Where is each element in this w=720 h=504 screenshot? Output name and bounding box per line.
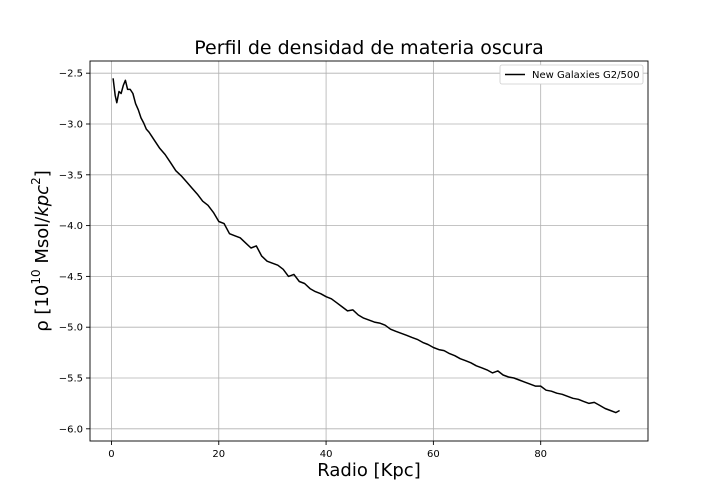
- y-axis: −2.5 −3.0 −3.5 −4.0 −4.5 −5.0 −5.5 −6.0: [59, 69, 90, 435]
- y-label-kpc: kpc: [32, 185, 53, 217]
- grid: [90, 61, 648, 441]
- x-axis-label: Radio [Kpc]: [317, 460, 420, 481]
- x-tick-label: 80: [534, 449, 547, 460]
- y-tick-label: −2.5: [59, 69, 83, 80]
- y-label-close: ]: [32, 170, 53, 177]
- y-tick-label: −3.0: [59, 119, 83, 130]
- x-tick-label: 20: [212, 449, 225, 460]
- plot-area-frame: [89, 60, 649, 442]
- chart-title: Perfil de densidad de materia oscura: [194, 37, 543, 59]
- series-layer: [112, 78, 620, 414]
- x-axis: 0 20 40 60 80: [108, 441, 547, 460]
- y-label-unit: Msol/: [32, 216, 53, 270]
- y-tick-label: −5.5: [59, 374, 83, 385]
- y-label-exp10: 10: [29, 269, 43, 284]
- y-axis-label: ρ [1010 Msol/kpc2]: [29, 170, 53, 332]
- x-tick-label: 40: [320, 449, 333, 460]
- x-tick-label: 0: [108, 449, 114, 460]
- y-tick-label: −4.5: [59, 272, 83, 283]
- y-tick-label: −4.0: [59, 221, 83, 232]
- y-tick-label: −6.0: [59, 424, 83, 435]
- legend-box: [499, 64, 644, 85]
- y-tick-label: −3.5: [59, 170, 83, 181]
- series-line: [112, 78, 620, 414]
- x-tick-label: 60: [427, 449, 440, 460]
- legend: New Galaxies G2/500: [499, 64, 644, 85]
- legend-label: New Galaxies G2/500: [532, 70, 640, 81]
- y-label-exp2: 2: [29, 177, 43, 185]
- y-tick-label: −5.0: [59, 323, 83, 334]
- y-label-rho: ρ [10: [32, 285, 53, 332]
